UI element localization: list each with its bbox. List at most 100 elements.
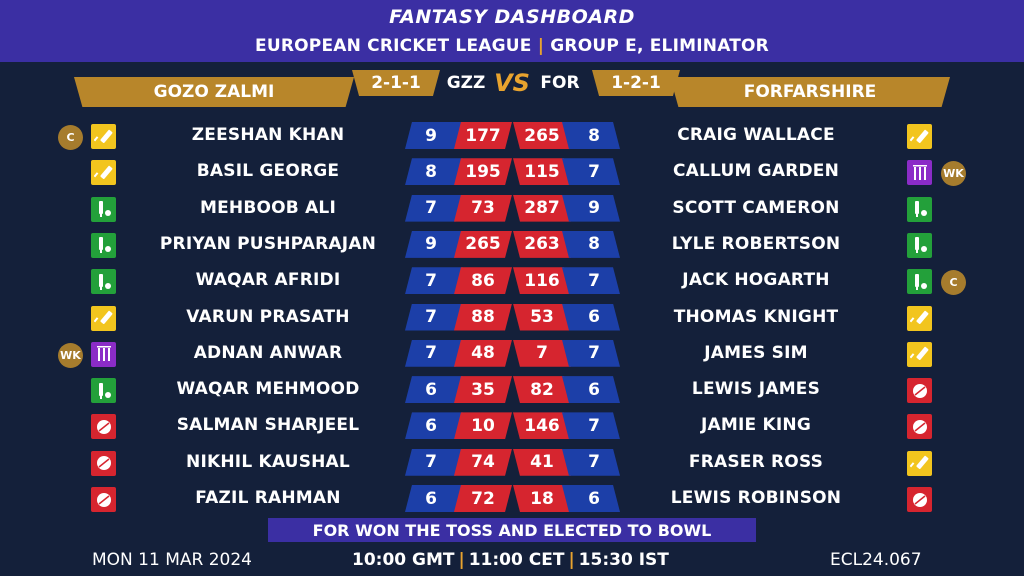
all-rounder-icon <box>907 269 932 295</box>
match-date: MON 11 MAR 2024 <box>92 550 252 570</box>
player-points: 74 <box>454 448 512 476</box>
player-points: 82 <box>513 376 571 404</box>
captain-badge: C <box>58 125 83 150</box>
player-name: VARUN PRASATH <box>186 306 350 327</box>
player-credits: 8 <box>562 122 620 149</box>
table-row: PRIYAN PUSHPARAJAN 9 265 263 8 LYLE ROBERTSON <box>0 229 1024 259</box>
player-points: 116 <box>513 267 571 295</box>
cricket-ball-icon <box>91 414 116 440</box>
player-credits: 7 <box>562 267 620 295</box>
player-points: 88 <box>454 303 512 331</box>
player-name: NIKHIL KAUSHAL <box>186 451 350 472</box>
team-left-abbr: GZZ <box>446 73 486 93</box>
player-name: WAQAR AFRIDI <box>195 270 341 291</box>
player-points: 48 <box>454 339 512 367</box>
player-points: 265 <box>513 122 571 149</box>
player-name: LEWIS ROBINSON <box>670 488 842 508</box>
player-name: FRASER ROSS <box>688 451 824 472</box>
player-points: 72 <box>454 485 512 512</box>
wicket-stumps-icon <box>91 341 116 367</box>
player-name: JAMIE KING <box>701 415 811 436</box>
player-credits: 6 <box>405 485 463 512</box>
subtitle-separator: | <box>537 36 545 56</box>
team-right-banner: FORFARSHIRE <box>670 77 950 107</box>
player-points: 195 <box>454 158 512 186</box>
table-row: WAQAR AFRIDI 7 86 116 7 JACK HOGARTH C <box>0 265 1024 296</box>
player-points: 263 <box>513 230 571 258</box>
team-left-banner: GOZO ZALMI <box>74 77 354 107</box>
player-name: FAZIL RAHMAN <box>195 488 341 508</box>
player-credits: 7 <box>562 412 620 440</box>
player-credits: 7 <box>405 303 463 331</box>
player-name: WAQAR MEHMOOD <box>176 379 360 400</box>
player-credits: 9 <box>405 122 463 149</box>
cricket-bat-icon <box>91 305 116 331</box>
player-credits: 7 <box>405 448 463 476</box>
captain-badge: C <box>941 270 966 296</box>
time-gmt: 10:00 GMT <box>352 550 455 570</box>
player-credits: 6 <box>405 412 463 440</box>
versus-label: VS <box>494 69 530 97</box>
dashboard-header: FANTASY DASHBOARD EUROPEAN CRICKET LEAGU… <box>0 0 1024 62</box>
player-points: 146 <box>513 412 571 440</box>
time-separator: | <box>568 550 575 570</box>
player-points: 53 <box>513 303 571 331</box>
all-rounder-icon <box>907 232 932 258</box>
player-name: ZEESHAN KHAN <box>191 125 345 145</box>
player-name: LEWIS JAMES <box>691 379 821 400</box>
player-points: 35 <box>454 376 512 404</box>
all-rounder-icon <box>91 269 116 295</box>
player-points: 287 <box>513 194 571 222</box>
cricket-ball-icon <box>907 487 932 512</box>
player-name: CALLUM GARDEN <box>672 161 840 182</box>
table-row: FAZIL RAHMAN 6 72 18 6 LEWIS ROBINSON <box>0 483 1024 513</box>
team-left-record: 2-1-1 <box>352 70 440 96</box>
player-name: CRAIG WALLACE <box>677 125 835 145</box>
match-stage: GROUP E, ELIMINATOR <box>550 36 769 56</box>
cricket-bat-icon <box>907 124 932 149</box>
player-credits: 9 <box>405 230 463 258</box>
player-credits: 8 <box>405 158 463 186</box>
player-credits: 6 <box>562 485 620 512</box>
time-ist: 15:30 IST <box>578 550 669 570</box>
all-rounder-icon <box>907 196 932 222</box>
player-credits: 8 <box>562 230 620 258</box>
toss-result: FOR WON THE TOSS AND ELECTED TO BOWL <box>268 518 756 542</box>
table-row: MEHBOOB ALI 7 73 287 9 SCOTT CAMERON <box>0 193 1024 223</box>
player-points: 115 <box>513 158 571 186</box>
player-credits: 7 <box>562 158 620 186</box>
player-credits: 6 <box>562 376 620 404</box>
wicket-stumps-icon <box>907 160 932 186</box>
dashboard-title: FANTASY DASHBOARD <box>389 6 635 28</box>
player-credits: 7 <box>405 267 463 295</box>
player-points: 7 <box>513 339 571 367</box>
all-rounder-icon <box>91 232 116 258</box>
table-row: SALMAN SHARJEEL 6 10 146 7 JAMIE KING <box>0 410 1024 440</box>
player-points: 73 <box>454 194 512 222</box>
player-points: 10 <box>454 412 512 440</box>
cricket-ball-icon <box>907 414 932 440</box>
player-name: MEHBOOB ALI <box>199 197 336 218</box>
player-name: SCOTT CAMERON <box>672 197 840 218</box>
team-right-record: 1-2-1 <box>592 70 680 96</box>
player-credits: 7 <box>562 339 620 367</box>
player-name: BASIL GEORGE <box>196 161 340 182</box>
cricket-bat-icon <box>907 450 932 476</box>
table-row: C ZEESHAN KHAN 9 177 265 8 CRAIG WALLACE <box>0 120 1024 150</box>
cricket-bat-icon <box>907 341 932 367</box>
player-points: 177 <box>454 122 512 149</box>
match-subtitle: EUROPEAN CRICKET LEAGUE | GROUP E, ELIMI… <box>0 36 1024 56</box>
player-name: PRIYAN PUSHPARAJAN <box>159 233 377 254</box>
all-rounder-icon <box>91 196 116 222</box>
time-separator: | <box>458 550 465 570</box>
team-right-abbr: FOR <box>540 73 580 93</box>
player-points: 18 <box>513 485 571 512</box>
player-name: LYLE ROBERTSON <box>671 233 841 254</box>
cricket-ball-icon <box>91 487 116 512</box>
player-credits: 9 <box>562 194 620 222</box>
player-points: 265 <box>454 230 512 258</box>
player-name: JAMES SIM <box>704 342 808 363</box>
cricket-ball-icon <box>907 378 932 404</box>
player-name: SALMAN SHARJEEL <box>176 415 360 436</box>
time-cet: 11:00 CET <box>468 550 565 570</box>
